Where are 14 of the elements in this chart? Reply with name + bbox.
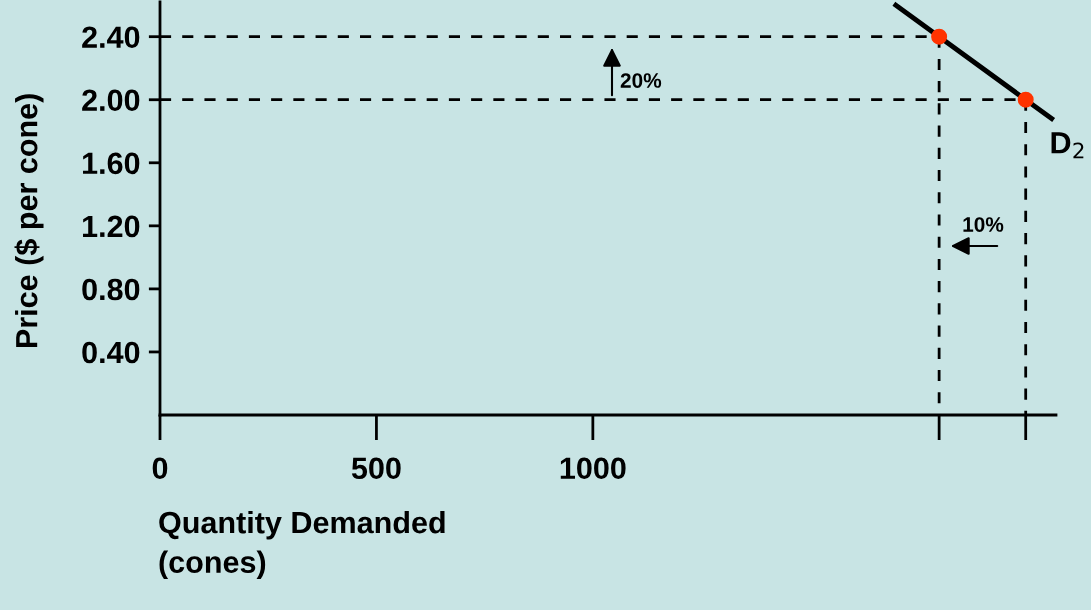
annotation: 10%	[963, 217, 1004, 232]
y-axis-title: Price ($ per cone)	[14, 94, 44, 348]
x-axis-title: Quantity Demanded (cones)	[159, 510, 445, 580]
y-tick-label: 2.40	[82, 26, 140, 49]
x-tick-label: 1000	[560, 457, 626, 480]
annotation: 20%	[620, 73, 662, 88]
y-tick-label: 0.40	[82, 341, 140, 364]
y-tick-label: 0.80	[82, 278, 140, 301]
x-tick-label: 0	[152, 457, 168, 480]
y-tick-label: 2.00	[82, 89, 140, 112]
series-label: D$_{2}$	[1051, 132, 1084, 159]
y-tick-label: 1.20	[83, 215, 140, 238]
x-tick-label: 500	[351, 457, 401, 480]
y-tick-label: 1.60	[83, 152, 140, 175]
